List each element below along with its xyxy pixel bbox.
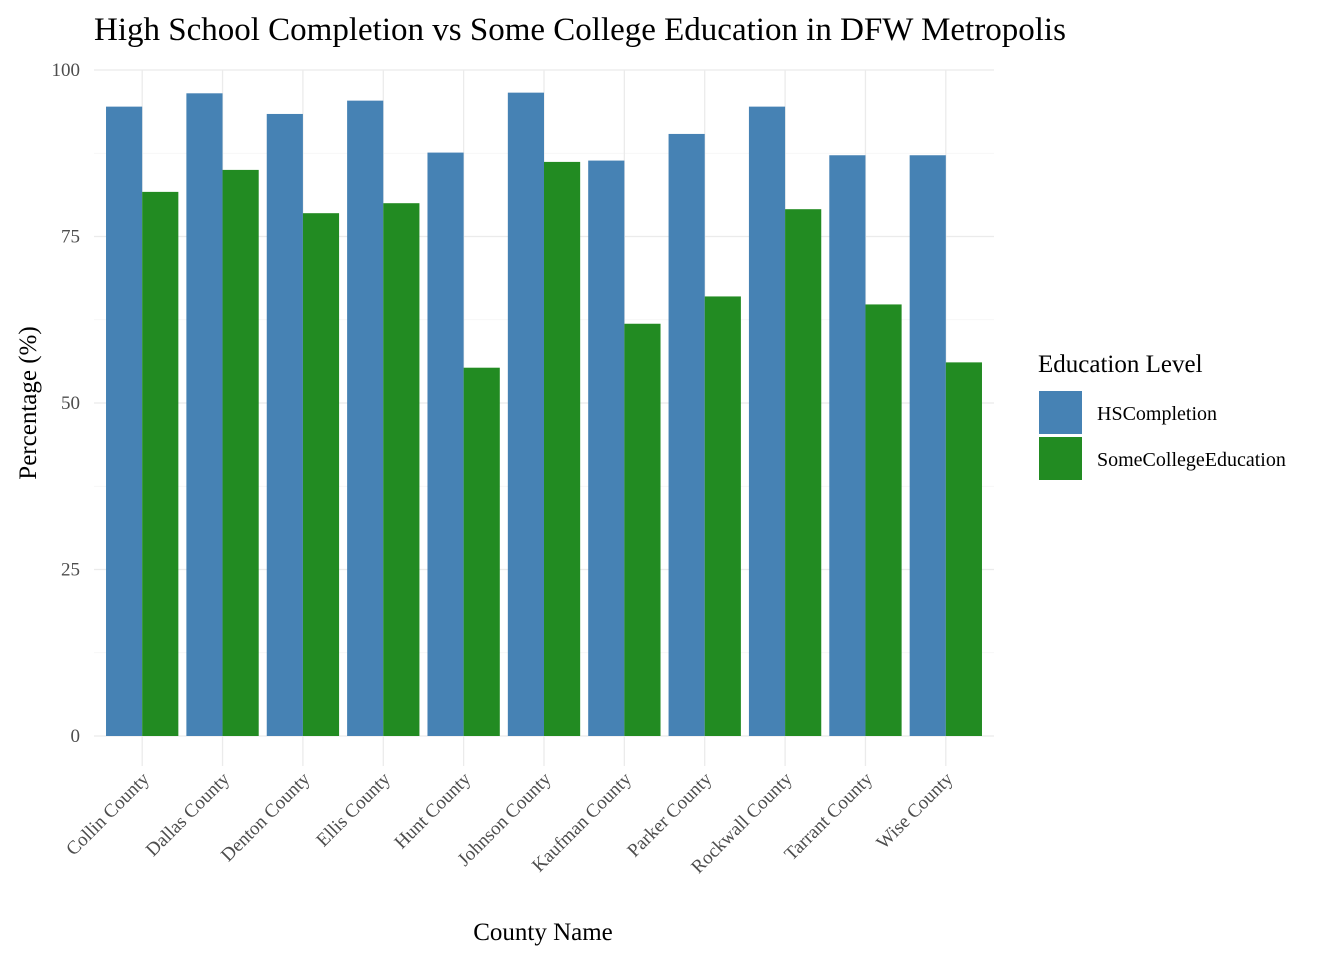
- bar: [668, 133, 705, 736]
- bar: [829, 155, 866, 737]
- bar: [427, 152, 464, 737]
- bar: [222, 169, 259, 736]
- y-tick-label: 25: [61, 560, 80, 581]
- y-tick-label: 75: [61, 227, 80, 248]
- x-tick-label: Ellis County: [312, 768, 395, 851]
- x-tick-label: Wise County: [873, 768, 958, 853]
- legend: Education Level HSCompletion SomeCollegeE…: [1038, 351, 1286, 480]
- legend-swatch: [1039, 391, 1082, 434]
- bar: [347, 100, 384, 737]
- bar: [865, 304, 902, 736]
- bar: [463, 367, 500, 736]
- bar: [785, 209, 822, 737]
- bar: [142, 191, 179, 737]
- x-axis-title: County Name: [473, 919, 613, 946]
- bar: [909, 155, 946, 737]
- y-axis-ticks: 0 25 50 75 100: [52, 60, 81, 747]
- bar: [186, 93, 223, 736]
- bar: [302, 213, 340, 736]
- legend-swatch: [1039, 437, 1082, 480]
- x-tick-label: Hunt County: [391, 768, 476, 853]
- bar: [507, 92, 544, 737]
- legend-items: HSCompletion SomeCollegeEducation: [1039, 391, 1286, 480]
- bar: [624, 323, 661, 736]
- bar: [704, 296, 741, 736]
- bars: [106, 92, 982, 737]
- y-axis-title: Percentage (%): [15, 326, 42, 479]
- legend-label: HSCompletion: [1097, 403, 1217, 425]
- y-tick-label: 50: [61, 393, 80, 414]
- bar: [588, 160, 625, 737]
- bar: [748, 106, 786, 736]
- bar: [544, 161, 581, 736]
- legend-label: SomeCollegeEducation: [1097, 449, 1286, 471]
- x-tick-label: Collin County: [62, 768, 154, 860]
- bar: [945, 362, 982, 736]
- chart-title: High School Completion vs Some College E…: [94, 12, 1066, 48]
- bar: [106, 106, 143, 736]
- y-tick-label: 100: [52, 60, 81, 81]
- bar: [383, 203, 420, 736]
- legend-title: Education Level: [1038, 351, 1203, 378]
- bar: [266, 113, 303, 737]
- y-tick-label: 0: [71, 726, 81, 747]
